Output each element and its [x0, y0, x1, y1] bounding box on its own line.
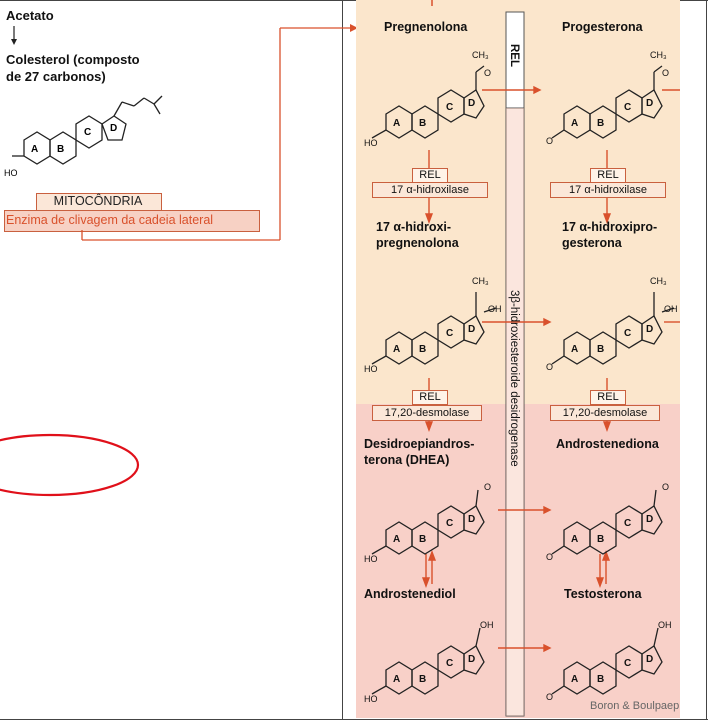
svg-text:D: D [468, 654, 475, 665]
svg-text:HO: HO [364, 364, 378, 374]
svg-text:A: A [571, 534, 578, 545]
colesterol-label: Colesterol (composto [6, 52, 140, 67]
svg-text:O: O [546, 552, 553, 562]
ring-letters: A B C D A B C D A B C D A B C D A B C D A B C D A B C D A B C D [393, 98, 653, 685]
svg-text:D: D [468, 324, 475, 335]
ring-a-chol: A [31, 144, 38, 155]
label-hidroxipreg-2: pregnenolona [376, 236, 459, 250]
svg-text:O: O [484, 68, 491, 78]
label-testosterona: Testosterona [564, 587, 642, 601]
desmolase-box-1: 17,20-desmolase [372, 405, 482, 421]
svg-text:C: C [446, 102, 453, 113]
mitocondria-label: MITOCÔNDRIA [53, 194, 143, 208]
svg-text:C: C [446, 658, 453, 669]
svg-text:D: D [468, 514, 475, 525]
colesterol-label-2: de 27 carbonos) [6, 69, 106, 84]
rel-vertical-label: REL [508, 44, 520, 67]
svg-text:O: O [484, 482, 491, 492]
svg-text:D: D [468, 98, 475, 109]
hidroxilase-box-2: 17 α-hidroxilase [550, 182, 666, 198]
svg-text:A: A [393, 344, 400, 355]
svg-text:HO: HO [364, 694, 378, 704]
svg-text:A: A [571, 118, 578, 129]
svg-text:A: A [571, 344, 578, 355]
svg-text:B: B [597, 534, 604, 545]
svg-text:A: A [393, 534, 400, 545]
ring-c-chol: C [84, 127, 91, 138]
acetato-label: Acetato [6, 8, 54, 23]
svg-text:O: O [546, 362, 553, 372]
rel-box-3: REL [412, 390, 448, 405]
svg-text:O: O [662, 482, 669, 492]
svg-text:O: O [546, 136, 553, 146]
desmolase-box-2: 17,20-desmolase [550, 405, 660, 421]
ring-b-chol: B [57, 144, 64, 155]
svg-text:A: A [393, 674, 400, 685]
substituent-labels: HO O HO O HO O HO O O O OH OH OH OH O O … [364, 50, 678, 704]
label-hidroxiprog-2: gesterona [562, 236, 622, 250]
rel-box-4: REL [590, 390, 626, 405]
svg-text:B: B [597, 674, 604, 685]
svg-text:B: B [597, 344, 604, 355]
ho-chol: HO [4, 168, 18, 178]
svg-text:B: B [419, 118, 426, 129]
svg-text:HO: HO [364, 554, 378, 564]
hidroxilase-box-1: 17 α-hidroxilase [372, 182, 488, 198]
label-dhea-1: Desidroepiandros- [364, 437, 475, 451]
svg-text:CH₃: CH₃ [650, 276, 667, 286]
svg-text:A: A [393, 118, 400, 129]
svg-text:HO: HO [364, 138, 378, 148]
svg-text:OH: OH [658, 620, 672, 630]
svg-text:B: B [419, 344, 426, 355]
svg-text:OH: OH [488, 304, 502, 314]
highlight-ellipse [0, 433, 140, 497]
label-hidroxipreg-1: 17 α-hidroxi- [376, 220, 452, 234]
svg-text:D: D [646, 654, 653, 665]
label-androstenediol: Androstenediol [364, 587, 456, 601]
rel-box-1: REL [412, 168, 448, 183]
svg-text:D: D [646, 98, 653, 109]
label-dhea-2: terona (DHEA) [364, 453, 450, 467]
label-progesterona: Progesterona [562, 20, 643, 34]
svg-text:C: C [624, 328, 631, 339]
label-pregnenolona: Pregnenolona [384, 20, 468, 34]
label-androstenediona: Androstenediona [556, 437, 659, 451]
svg-text:C: C [446, 328, 453, 339]
svg-text:C: C [624, 658, 631, 669]
svg-text:B: B [597, 118, 604, 129]
svg-text:CH₃: CH₃ [472, 276, 489, 286]
enzyme-vertical-label: 3β-hidroxiesteroide desidrogenase [508, 290, 520, 467]
svg-text:OH: OH [480, 620, 494, 630]
svg-text:CH₃: CH₃ [472, 50, 489, 60]
cholesterol-structure: A B C D HO [4, 95, 163, 178]
svg-text:CH₃: CH₃ [650, 50, 667, 60]
svg-text:B: B [419, 674, 426, 685]
svg-text:O: O [546, 692, 553, 702]
svg-text:A: A [571, 674, 578, 685]
acetato-arrow [11, 26, 17, 45]
svg-text:O: O [662, 68, 669, 78]
rel-box-2: REL [590, 168, 626, 183]
credit-label: Boron & Boulpaep [590, 700, 680, 712]
svg-text:C: C [624, 102, 631, 113]
enzima-label: Enzima de clivagem da cadeia lateral [6, 213, 214, 227]
svg-text:B: B [419, 534, 426, 545]
svg-text:D: D [646, 324, 653, 335]
svg-text:C: C [446, 518, 453, 529]
svg-text:C: C [624, 518, 631, 529]
ring-d-chol: D [110, 123, 117, 134]
svg-text:OH: OH [664, 304, 678, 314]
label-hidroxiprog-1: 17 α-hidroxipro- [562, 220, 658, 234]
svg-text:D: D [646, 514, 653, 525]
steroid-rings [371, 65, 675, 695]
